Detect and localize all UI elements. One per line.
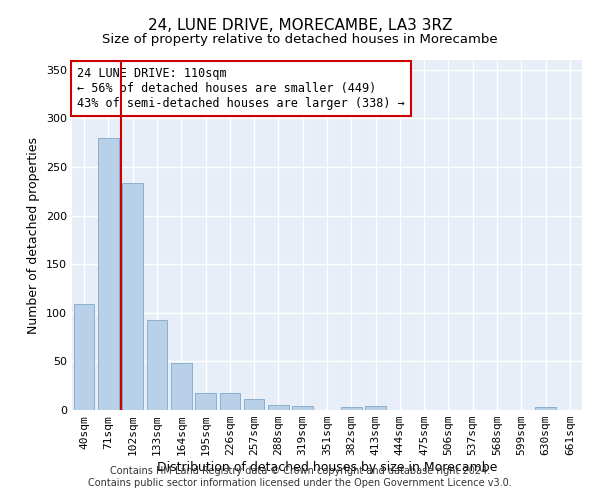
Bar bbox=[146, 320, 167, 410]
Bar bbox=[74, 304, 94, 410]
Bar bbox=[98, 138, 119, 410]
Bar bbox=[244, 400, 265, 410]
Bar bbox=[365, 406, 386, 410]
Bar bbox=[268, 405, 289, 410]
Bar bbox=[341, 407, 362, 410]
Text: Contains HM Land Registry data © Crown copyright and database right 2024.
Contai: Contains HM Land Registry data © Crown c… bbox=[88, 466, 512, 487]
Bar bbox=[535, 407, 556, 410]
Y-axis label: Number of detached properties: Number of detached properties bbox=[28, 136, 40, 334]
Text: 24 LUNE DRIVE: 110sqm
← 56% of detached houses are smaller (449)
43% of semi-det: 24 LUNE DRIVE: 110sqm ← 56% of detached … bbox=[77, 67, 405, 110]
Bar bbox=[122, 182, 143, 410]
Bar bbox=[171, 364, 191, 410]
Bar bbox=[292, 406, 313, 410]
Text: Size of property relative to detached houses in Morecambe: Size of property relative to detached ho… bbox=[102, 32, 498, 46]
Bar bbox=[220, 392, 240, 410]
Bar bbox=[195, 392, 216, 410]
Text: 24, LUNE DRIVE, MORECAMBE, LA3 3RZ: 24, LUNE DRIVE, MORECAMBE, LA3 3RZ bbox=[148, 18, 452, 32]
X-axis label: Distribution of detached houses by size in Morecambe: Distribution of detached houses by size … bbox=[157, 461, 497, 474]
